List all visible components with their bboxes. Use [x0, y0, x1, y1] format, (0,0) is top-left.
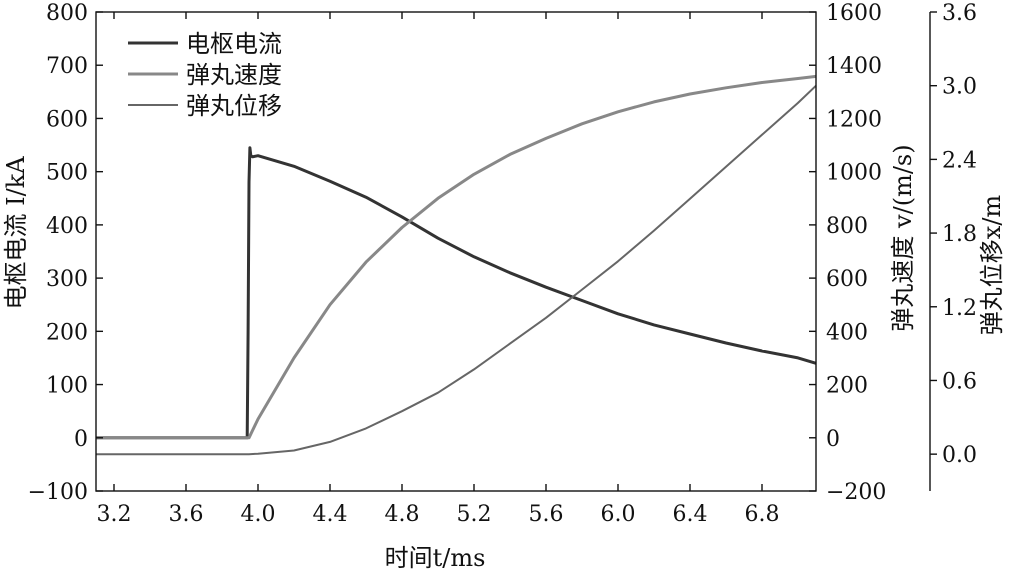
legend-label-velocity: 弹丸速度: [186, 61, 282, 89]
y-left-tick-label: −100: [28, 480, 88, 505]
x-tick-label: 5.6: [529, 502, 564, 527]
y-left-tick-label: 800: [46, 1, 88, 26]
x-tick-label: 4.8: [385, 502, 420, 527]
y-left-tick-label: 600: [46, 107, 88, 132]
series-line-velocity: [96, 74, 817, 440]
y-axis-label-right-velocity: 弹丸速度 v/(m/s): [889, 144, 917, 331]
y-displacement-tick-label: 1.8: [942, 222, 977, 247]
y-velocity-tick-label: 400: [826, 320, 868, 345]
y-velocity-tick-label: −200: [826, 480, 886, 505]
y-displacement-tick-label: 2.4: [942, 148, 977, 173]
x-tick-label: 6.8: [745, 502, 780, 527]
y-left-tick-label: 500: [46, 161, 88, 186]
axes: [95, 11, 931, 492]
ticks: 3.2 3.6 4.0 4.4 4.8 5.2 5.6 6.0 6.4 6.8 −100 0 100 20…: [28, 1, 977, 527]
y-velocity-tick-label: 1000: [826, 161, 882, 186]
y-velocity-tick-label: 1600: [826, 1, 882, 26]
y-velocity-tick-label: 1200: [826, 107, 882, 132]
y-left-tick-label: 100: [46, 374, 88, 399]
y-left-tick-label: 300: [46, 267, 88, 292]
legend: 电枢电流 弹丸速度 弹丸位移: [128, 30, 282, 120]
y-axis-label-left: 电枢电流 I/kA: [2, 156, 30, 310]
x-tick-label: 4.0: [241, 502, 276, 527]
y-displacement-tick-label: 1.2: [942, 296, 977, 321]
x-tick-label: 3.2: [97, 502, 132, 527]
x-tick-label: 4.4: [313, 502, 348, 527]
plot-frame: [95, 11, 817, 492]
legend-label-displacement: 弹丸位移: [186, 92, 282, 120]
y-velocity-tick-label: 800: [826, 214, 868, 239]
x-tick-label: 6.4: [673, 502, 708, 527]
y-velocity-tick-label: 1400: [826, 54, 882, 79]
y-left-tick-label: 700: [46, 54, 88, 79]
y-left-tick-label: 200: [46, 320, 88, 345]
series-line-displacement: [96, 84, 817, 456]
y-velocity-tick-label: 0: [826, 427, 840, 452]
plot-lines: [96, 74, 817, 456]
y-displacement-tick-label: 3.0: [942, 75, 977, 100]
x-tick-label: 6.0: [601, 502, 636, 527]
y-displacement-tick-label: 0.6: [942, 369, 977, 394]
y-left-tick-label: 400: [46, 214, 88, 239]
y-displacement-tick-label: 3.6: [942, 1, 977, 26]
x-tick-label: 5.2: [457, 502, 492, 527]
x-axis-label: 时间t/ms: [385, 544, 486, 572]
x-tick-label: 3.6: [169, 502, 204, 527]
legend-label-current: 电枢电流: [186, 30, 282, 58]
y-displacement-tick-label: 0.0: [942, 443, 977, 468]
y-velocity-tick-label: 200: [826, 374, 868, 399]
y-axis-label-right-displacement: 弹丸位移x/m: [978, 195, 1006, 336]
series-line-current: [96, 146, 817, 440]
y-velocity-tick-label: 600: [826, 267, 868, 292]
y-left-tick-label: 0: [74, 427, 88, 452]
